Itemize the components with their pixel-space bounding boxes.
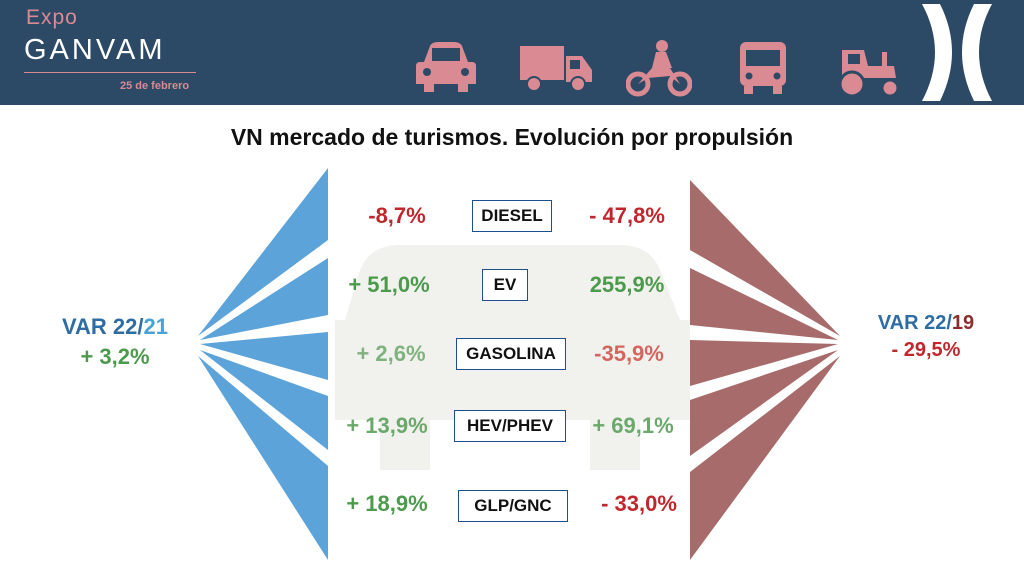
right-var-prefix: VAR 22/ <box>877 312 952 334</box>
x-brand-logo <box>922 4 992 101</box>
brand-divider <box>24 72 196 73</box>
left-var-prefix: VAR 22/ <box>62 314 144 339</box>
row-diesel-var19: - 47,8% <box>589 203 665 228</box>
fan-right-glpgnc <box>690 356 840 560</box>
truck-icon <box>520 46 592 92</box>
right-fan <box>690 180 840 560</box>
right-var-block: VAR 22/19 - 29,5% <box>838 312 1014 362</box>
brand-name: GANVAM <box>24 34 166 66</box>
fan-left-gasolina <box>200 332 328 380</box>
row-ev-var21: + 51,0% <box>348 272 430 297</box>
row-gasolina-var21: + 2,6% <box>356 341 426 366</box>
fan-right-hevphev <box>690 350 838 456</box>
car-icon <box>416 42 476 92</box>
row-hevphev-var19: + 69,1% <box>592 413 674 438</box>
row-gasolina-var19: -35,9% <box>594 341 664 366</box>
fan-left-hevphev <box>200 350 328 450</box>
left-var-block: VAR 22/21 + 3,2% <box>30 314 200 370</box>
fan-left-diesel <box>198 168 328 336</box>
row-diesel-var21: -8,7% <box>368 203 426 228</box>
right-var-suffix: 19 <box>951 312 975 334</box>
left-fan <box>198 168 328 560</box>
bus-icon <box>740 42 786 94</box>
page-title: VN mercado de turismos. Evolución por pr… <box>230 124 794 150</box>
tractor-icon <box>838 50 900 98</box>
row-diesel-label: DIESEL <box>472 200 552 232</box>
row-glpgnc-label: GLP/GNC <box>458 490 568 522</box>
fan-right-gasolina <box>690 340 838 386</box>
fan-left-ev <box>200 258 328 340</box>
motorcycle-icon <box>626 40 692 97</box>
right-var-label: VAR 22/19 <box>838 312 1014 335</box>
row-glpgnc-var21: + 18,9% <box>346 491 428 516</box>
event-date: 25 de febrero <box>120 80 190 92</box>
left-var-value: + 3,2% <box>80 344 150 369</box>
fan-right-ev <box>690 268 838 340</box>
row-gasolina-label: GASOLINA <box>456 338 566 370</box>
row-hevphev-label: HEV/PHEV <box>454 410 566 442</box>
brand-top: Expo <box>26 6 78 29</box>
left-var-suffix: 21 <box>143 314 168 339</box>
fan-left-glpgnc <box>198 356 328 560</box>
row-hevphev-var21: + 13,9% <box>346 413 428 438</box>
row-glpgnc-var19: - 33,0% <box>601 491 677 516</box>
row-ev-var19: 255,9% <box>589 272 665 297</box>
right-var-value: - 29,5% <box>891 339 961 361</box>
fan-right-diesel <box>690 180 840 336</box>
left-var-label: VAR 22/21 <box>30 314 200 340</box>
header-bar: Expo GANVAM 25 de febrero <box>0 0 1024 105</box>
row-ev-label: EV <box>482 269 528 301</box>
